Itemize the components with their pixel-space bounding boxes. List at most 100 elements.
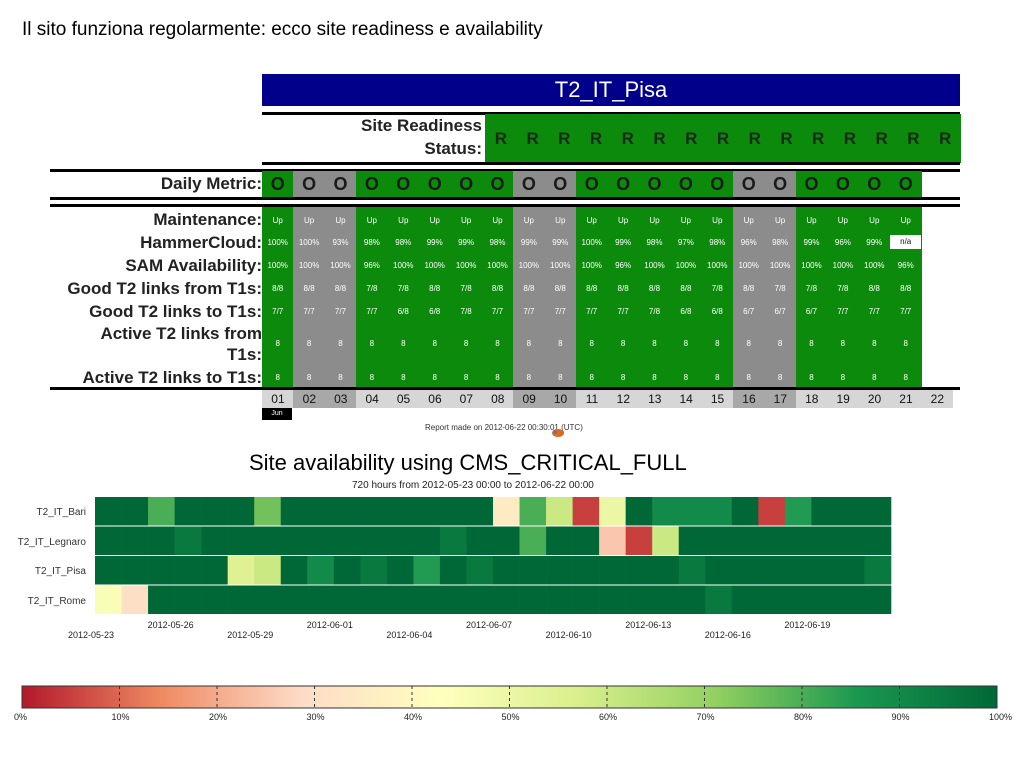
daily-metric-bg — [607, 171, 640, 197]
hammercloud-cell: 93% — [332, 238, 349, 247]
daily-metric-bg — [670, 171, 703, 197]
heatmap-cell — [599, 556, 626, 585]
colorbar-tick-label: 0% — [14, 712, 28, 722]
heatmap-cell — [599, 497, 626, 526]
heatmap-cell — [227, 526, 255, 555]
heatmap-cell — [519, 585, 547, 614]
hammercloud-cell: 99% — [520, 238, 537, 247]
day-column-bg — [481, 207, 514, 387]
heatmap-cell — [360, 497, 388, 526]
heatmap-cell — [174, 585, 202, 614]
day-number: 10 — [544, 390, 577, 408]
heatmap-cell — [599, 585, 626, 614]
daily-metric-bg — [262, 171, 294, 197]
heatmap-cell — [652, 585, 680, 614]
good-links-to-label: Good T2 links to T1s: — [89, 302, 262, 321]
heatmap-cell — [307, 497, 335, 526]
active-from-cell: 8 — [558, 339, 563, 348]
heatmap-cell — [811, 556, 839, 585]
active-from-cell: 8 — [715, 339, 720, 348]
heatmap-cell — [333, 526, 361, 555]
hammercloud-cell: 98% — [709, 238, 726, 247]
heatmap-cell — [864, 497, 892, 526]
heatmap-cell — [148, 526, 175, 555]
colorbar-tick-label: 100% — [989, 712, 1013, 722]
heatmap-cell — [811, 497, 839, 526]
maintenance-cell: Up — [774, 216, 786, 225]
sam-cell: 100% — [675, 261, 697, 270]
links-to-cell: 7/7 — [491, 307, 504, 316]
month-label: Jun — [262, 408, 292, 420]
day-column-bg — [513, 207, 546, 387]
day-number: 20 — [858, 390, 891, 408]
maintenance-cell: Up — [586, 216, 597, 225]
daily-metric-bg — [356, 171, 389, 197]
active-from-cell: 8 — [463, 339, 469, 348]
hammercloud-cell: 100% — [298, 238, 320, 247]
maintenance-cell: Up — [743, 216, 754, 225]
heatmap-cell — [758, 497, 786, 526]
links-to-cell: 6/7 — [805, 307, 818, 316]
heatmap-cell — [439, 497, 467, 526]
x-tick-label: 2012-06-10 — [545, 630, 592, 640]
heatmap-cell — [439, 585, 467, 614]
day-column-bg — [262, 207, 294, 387]
links-to-cell: 7/8 — [648, 307, 661, 316]
heatmap-cell — [254, 497, 282, 526]
day-number: 22 — [921, 390, 954, 408]
links-to-cell: 7/7 — [366, 307, 378, 316]
daily-metric-cell: O — [333, 174, 348, 194]
links-from-cell: 8/8 — [743, 284, 755, 293]
maintenance-cell: Up — [303, 216, 315, 225]
x-tick-label: 2012-06-01 — [306, 620, 353, 630]
heatmap-cell — [95, 497, 122, 526]
heatmap-cell — [705, 556, 733, 585]
links-to-cell: 6/8 — [429, 307, 441, 316]
links-from-cell: 8/8 — [680, 284, 692, 293]
heatmap-cell — [493, 497, 520, 526]
daily-metric-cell: O — [867, 174, 882, 194]
heatmap-cell — [758, 585, 786, 614]
day-column-bg — [544, 207, 577, 387]
day-column-bg — [795, 207, 828, 387]
active-from-cell: 8 — [903, 339, 908, 348]
sam-cell: 100% — [487, 261, 508, 270]
links-to-cell: 7/7 — [303, 307, 315, 316]
links-to-cell: 6/8 — [397, 307, 409, 316]
hammercloud-cell: 96% — [740, 238, 757, 247]
readiness-status-cell: R — [938, 129, 952, 148]
daily-metric-bg — [544, 171, 577, 197]
links-to-cell: 7/7 — [868, 307, 880, 316]
daily-metric-bg — [638, 171, 671, 197]
heatmap-cell — [95, 585, 122, 614]
heatmap-cell — [227, 585, 255, 614]
heatmap-cell — [546, 585, 573, 614]
heatmap-cell — [121, 497, 149, 526]
links-to-cell: 7/7 — [554, 307, 566, 316]
heatmap-cell — [705, 497, 733, 526]
x-tick-label: 2012-06-19 — [784, 620, 831, 630]
active-to-cell: 8 — [903, 373, 908, 382]
heatmap-cell — [254, 526, 282, 555]
active-to-cell: 8 — [338, 373, 343, 382]
heatmap-cell — [280, 556, 308, 585]
sam-cell: 96% — [363, 261, 380, 270]
active-to-cell: 8 — [652, 373, 657, 382]
daily-metric-cell: O — [521, 174, 536, 194]
heatmap-cell — [493, 526, 520, 555]
heatmap-cell — [307, 585, 335, 614]
sam-cell: 100% — [518, 261, 540, 270]
hammercloud-cell: 99% — [803, 238, 820, 247]
heatmap-cell — [466, 497, 494, 526]
active-links-from-label-line2: T1s: — [227, 345, 262, 364]
daily-metric-cell: O — [647, 174, 662, 194]
active-from-cell: 8 — [275, 339, 280, 348]
day-column-bg — [356, 207, 389, 387]
hammercloud-cell: 98% — [489, 238, 506, 247]
heatmap-cell — [174, 526, 202, 555]
x-tick-label: 2012-06-16 — [704, 630, 751, 640]
heatmap-cell — [572, 497, 600, 526]
site-row-label: T2_IT_Bari — [36, 507, 86, 518]
heatmap-cell — [466, 585, 494, 614]
heatmap-cell — [148, 556, 175, 585]
